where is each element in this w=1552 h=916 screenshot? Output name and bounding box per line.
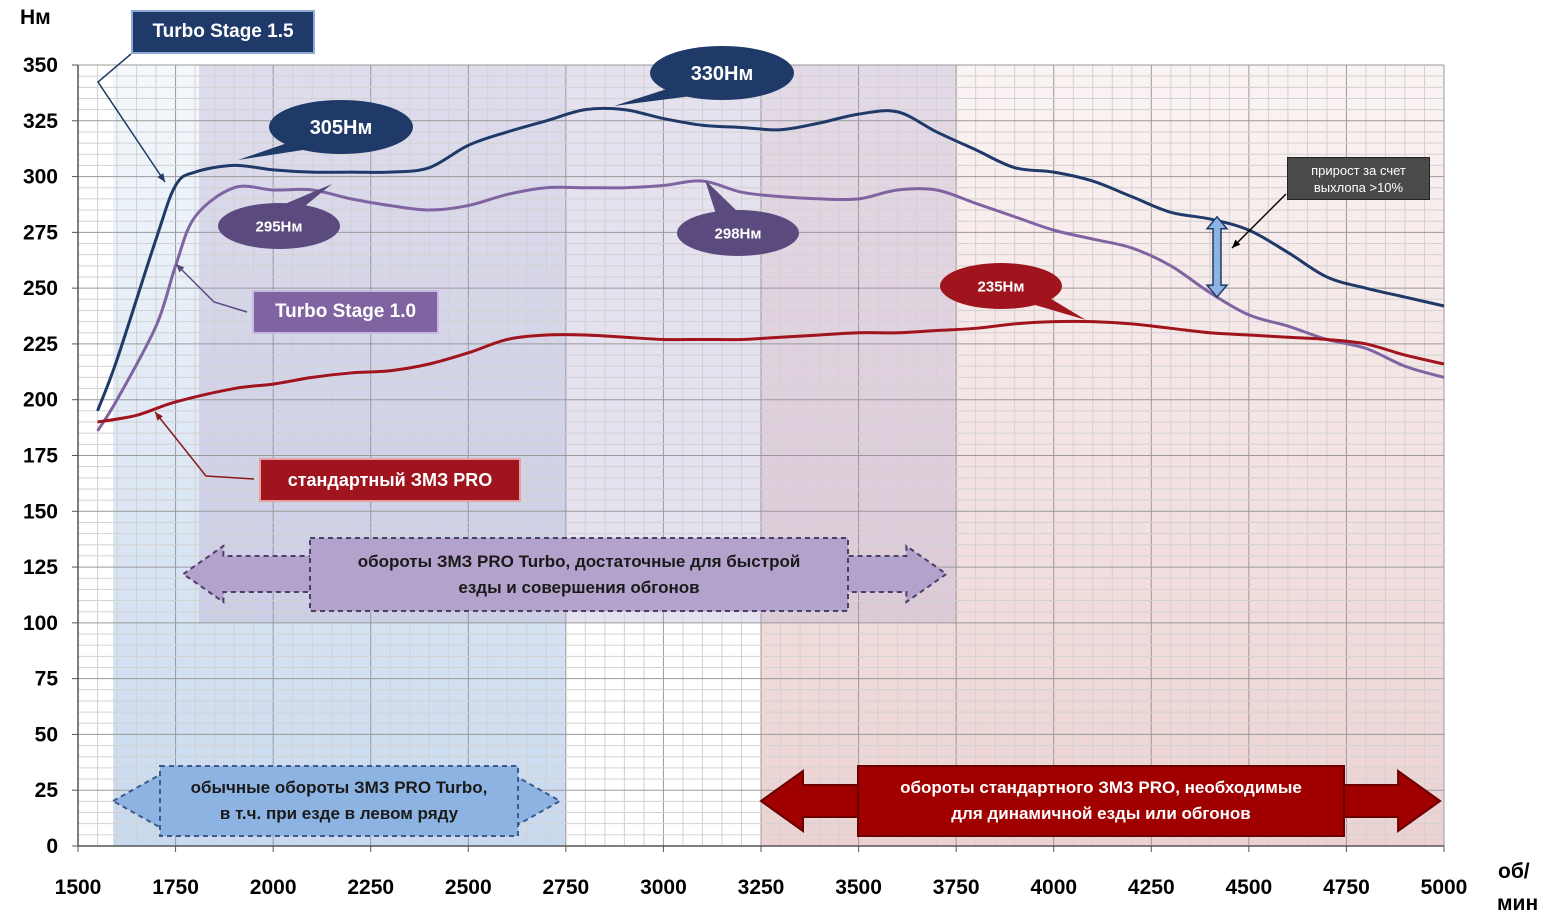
pointer-gain-note-head xyxy=(1232,239,1241,248)
pointer-gain-note xyxy=(1231,193,1287,249)
x-tick-label: 3250 xyxy=(738,876,785,899)
pointer-stage-1-5-head xyxy=(157,173,165,182)
series-turbo-stage-1-5 xyxy=(96,106,1445,412)
y-tick-label: 0 xyxy=(46,835,58,858)
callout-s15-peak2 xyxy=(650,46,794,100)
gain-double-arrow xyxy=(1205,215,1229,299)
pointer-standard xyxy=(154,411,255,480)
callout-s10-peak1 xyxy=(218,203,340,249)
x-axis-unit-line2: мин xyxy=(1497,892,1538,915)
callout-std-peak-label: 235Нм xyxy=(978,278,1025,295)
zone-arrows xyxy=(111,537,1442,837)
x-tick-label: 4750 xyxy=(1323,876,1370,899)
peak-callouts: 305Нм 330Нм 295Нм 298Нм 235Нм xyxy=(218,46,1086,320)
callout-s10-peak1-label: 295Нм xyxy=(256,218,303,235)
x-tick-label: 3750 xyxy=(933,876,980,899)
zone-turbo-fast-text: обороты ЗМЗ PRO Turbo, достаточные для б… xyxy=(357,551,801,597)
x-tick-label: 4000 xyxy=(1030,876,1077,899)
y-tick-label: 250 xyxy=(23,277,58,300)
zone-standard-text: обороты стандартного ЗМЗ PRO, необходимы… xyxy=(900,778,1302,823)
x-tick-label: 2250 xyxy=(347,876,394,899)
y-tick-label: 25 xyxy=(35,779,59,802)
y-tick-label: 325 xyxy=(23,110,58,133)
pointer-standard-head xyxy=(155,412,163,421)
legend-turbo-stage-1-5: Turbo Stage 1.5 xyxy=(131,10,315,54)
y-tick-label: 350 xyxy=(23,54,58,77)
x-tick-label: 3000 xyxy=(640,876,687,899)
pointer-stage-1-0-head xyxy=(176,264,185,273)
legend-standard-zmz-pro: стандартный ЗМЗ PRO xyxy=(259,458,521,502)
x-tick-label: 3500 xyxy=(835,876,882,899)
x-tick-label: 1500 xyxy=(55,876,102,899)
label-pointers xyxy=(97,53,1287,480)
callout-s15-peak1 xyxy=(269,100,413,154)
y-tick-label: 175 xyxy=(23,445,58,468)
callout-s15-peak1-label: 305Нм xyxy=(310,117,373,139)
x-tick-label: 5000 xyxy=(1421,876,1468,899)
x-tick-label: 4500 xyxy=(1225,876,1272,899)
zone-turbo-normal-text: обычные обороты ЗМЗ PRO Turbo, в т.ч. пр… xyxy=(190,778,488,823)
callout-std-peak xyxy=(940,263,1062,309)
y-tick-label: 75 xyxy=(35,668,59,691)
box-turbo-fast xyxy=(309,537,849,612)
y-tick-label: 50 xyxy=(35,723,58,746)
box-turbo-normal xyxy=(159,765,519,837)
chart-axes xyxy=(72,64,1445,852)
y-tick-label: 150 xyxy=(23,500,58,523)
x-tick-label: 2000 xyxy=(250,876,297,899)
y-tick-label: 300 xyxy=(23,166,58,189)
exhaust-gain-note: прирост за счет выхлопа >10% xyxy=(1287,157,1430,200)
y-tick-label: 125 xyxy=(23,556,58,579)
y-axis-unit: Нм xyxy=(20,6,51,29)
x-tick-label: 2500 xyxy=(445,876,492,899)
callout-s10-peak2 xyxy=(677,210,799,256)
x-axis-unit-line1: об/ xyxy=(1498,860,1530,883)
series-turbo-stage-1-0 xyxy=(96,179,1445,432)
callout-s10-peak1-tail xyxy=(280,184,332,210)
series-lines xyxy=(96,106,1445,432)
x-tick-label: 4250 xyxy=(1128,876,1175,899)
y-tick-label: 100 xyxy=(23,612,58,635)
pointer-stage-1-0 xyxy=(175,263,248,313)
y-tick-label: 275 xyxy=(23,221,58,244)
callout-s10-peak2-label: 298Нм xyxy=(715,225,762,242)
pointer-stage-1-5 xyxy=(97,53,166,183)
y-tick-label: 200 xyxy=(23,389,58,412)
y-tick-label: 225 xyxy=(23,333,58,356)
callout-s10-peak2-tail xyxy=(705,180,738,214)
series-standard-zmz-pro xyxy=(97,319,1445,424)
box-standard xyxy=(857,765,1345,837)
tick-labels: 0 25 50 75 100 125 150 175 200 225 250 275 300 325 350… xyxy=(23,54,1467,899)
x-tick-label: 2750 xyxy=(542,876,589,899)
x-tick-label: 1750 xyxy=(152,876,199,899)
callout-s15-peak2-label: 330Нм xyxy=(691,63,754,85)
legend-turbo-stage-1-0: Turbo Stage 1.0 xyxy=(252,290,439,334)
